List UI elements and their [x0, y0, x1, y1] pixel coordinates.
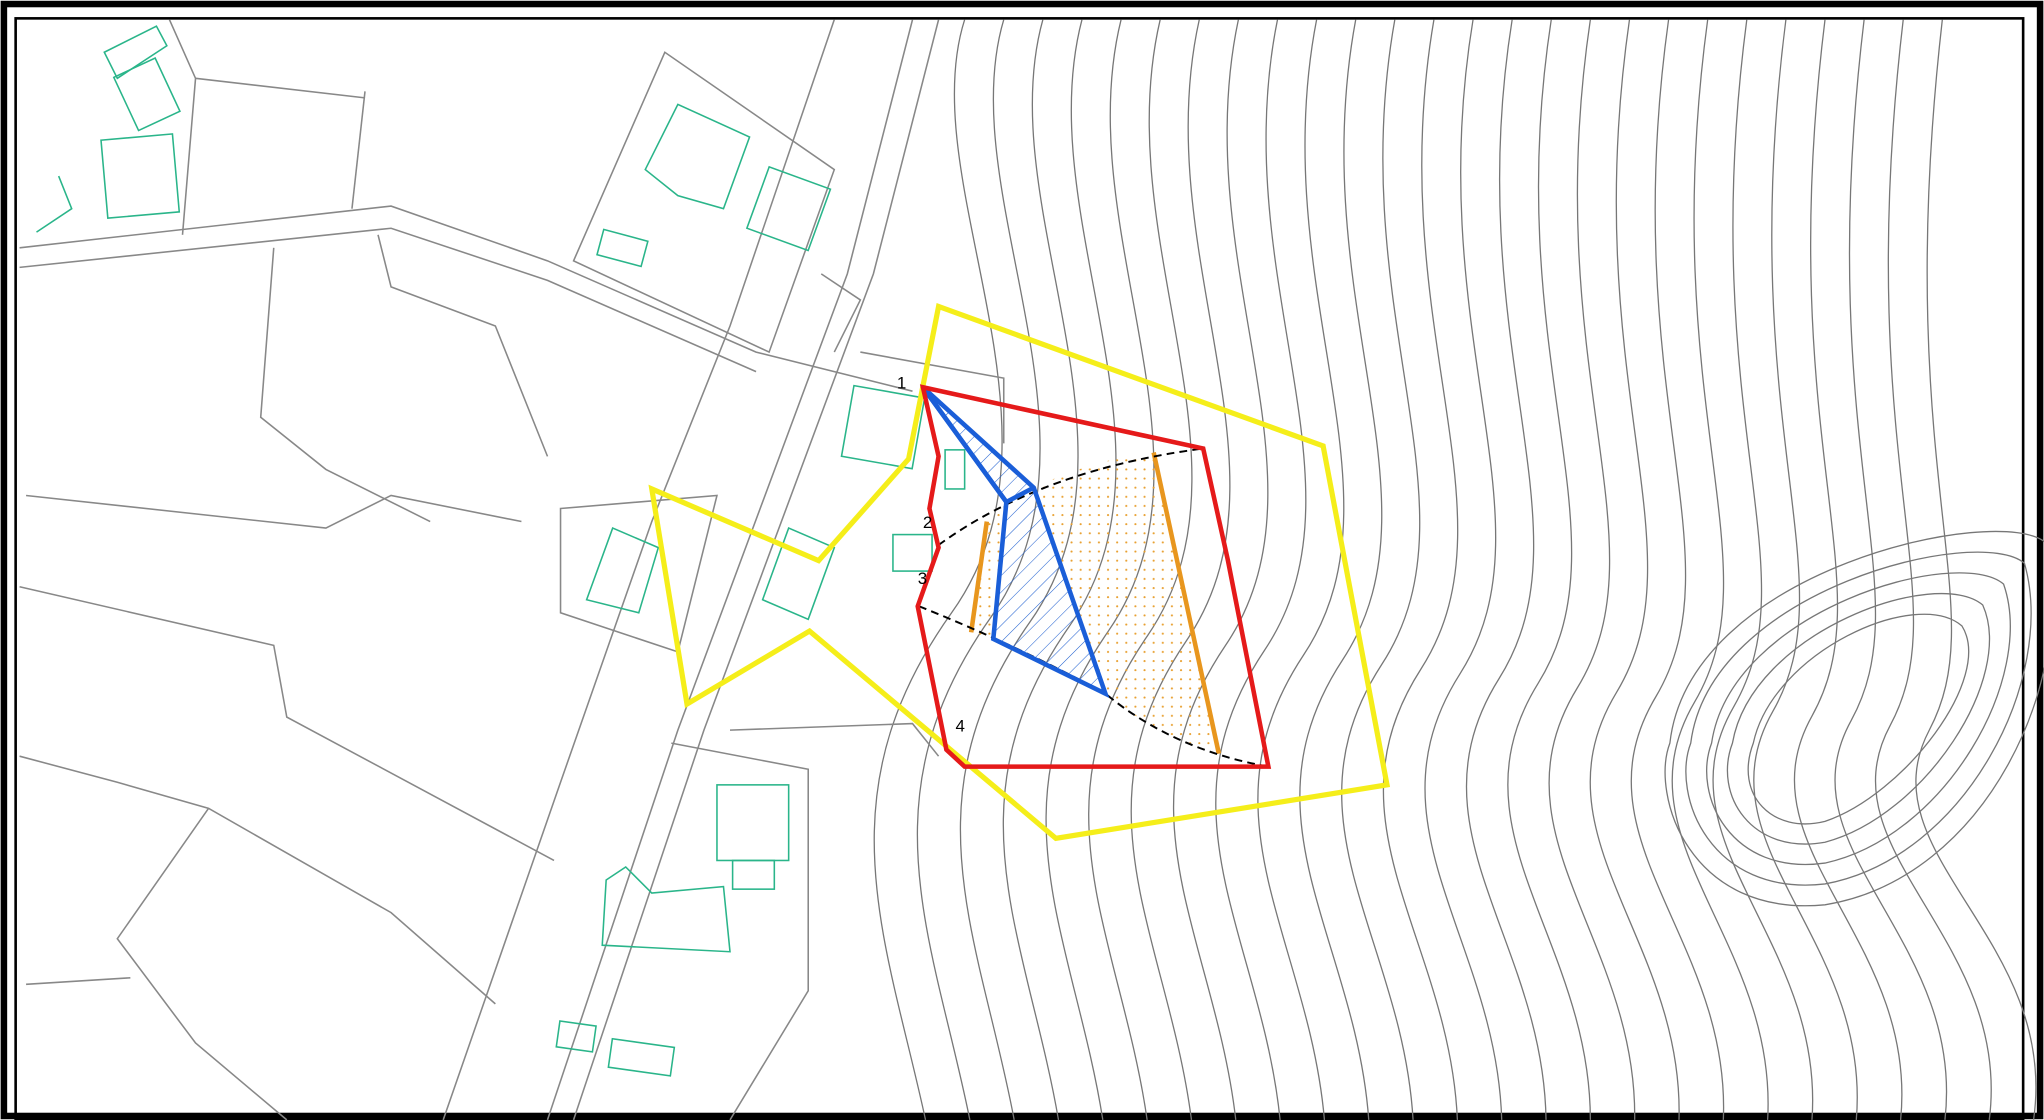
point-label: 1: [897, 374, 906, 393]
point-label: 4: [956, 716, 965, 735]
point-label: 3: [918, 569, 927, 588]
point-label: 2: [923, 513, 932, 532]
site-map: 1 2 3 4: [0, 0, 2044, 1120]
page: {"points": [{"label": "1"}, {"label": "2…: [0, 0, 2044, 1120]
